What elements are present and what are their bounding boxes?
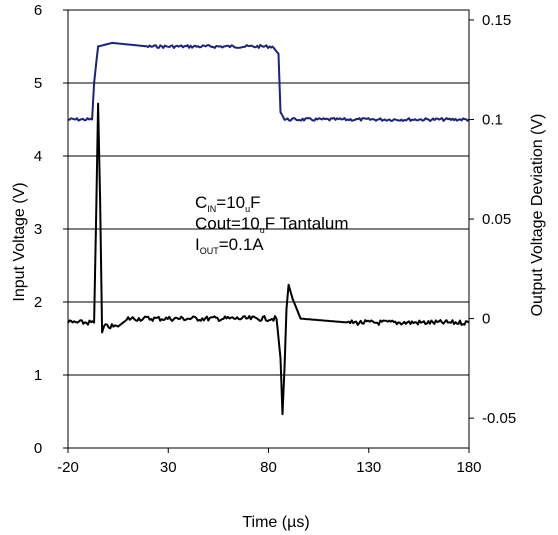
- output-deviation-trace: [67, 102, 470, 416]
- annotation-line-2: Cout=10uF Tantalum: [195, 214, 349, 235]
- y-left-tick-5: 5: [34, 75, 42, 92]
- annotation-line-3: IOUT=0.1A: [195, 235, 264, 256]
- y-right-tick-labels: -0.05 0 0.05 0.1 0.15: [469, 12, 516, 427]
- y-right-tick-1: 0: [482, 311, 490, 328]
- y-right-tick-3: 0.1: [482, 112, 503, 129]
- y-left-tick-0: 0: [34, 440, 42, 457]
- y-left-tick-6: 6: [34, 2, 42, 19]
- x-axis-title: Time (µs): [242, 514, 309, 531]
- x-tick-labels: -20 30 80 130 180: [57, 448, 482, 476]
- y-left-tick-labels: 0 1 2 3 4 5 6: [34, 2, 68, 457]
- x-tick-0: -20: [57, 459, 79, 476]
- y-left-tick-1: 1: [34, 367, 42, 384]
- x-tick-2: 80: [260, 459, 277, 476]
- y-left-tick-4: 4: [34, 148, 42, 165]
- y-left-tick-3: 3: [34, 221, 42, 238]
- x-tick-1: 30: [160, 459, 177, 476]
- x-tick-3: 130: [356, 459, 381, 476]
- y-left-tick-2: 2: [34, 294, 42, 311]
- y-right-axis-title: Output Voltage Deviation (V): [529, 114, 546, 317]
- y-right-tick-2: 0.05: [482, 211, 511, 228]
- y-right-tick-0: -0.05: [482, 410, 516, 427]
- input-voltage-trace: [67, 41, 470, 122]
- series-layer: [67, 41, 470, 416]
- y-left-axis-title: Input Voltage (V): [11, 182, 28, 301]
- x-tick-4: 180: [456, 459, 481, 476]
- y-right-tick-4: 0.15: [482, 12, 511, 29]
- annotation-line-1: CIN=10uF: [195, 193, 261, 214]
